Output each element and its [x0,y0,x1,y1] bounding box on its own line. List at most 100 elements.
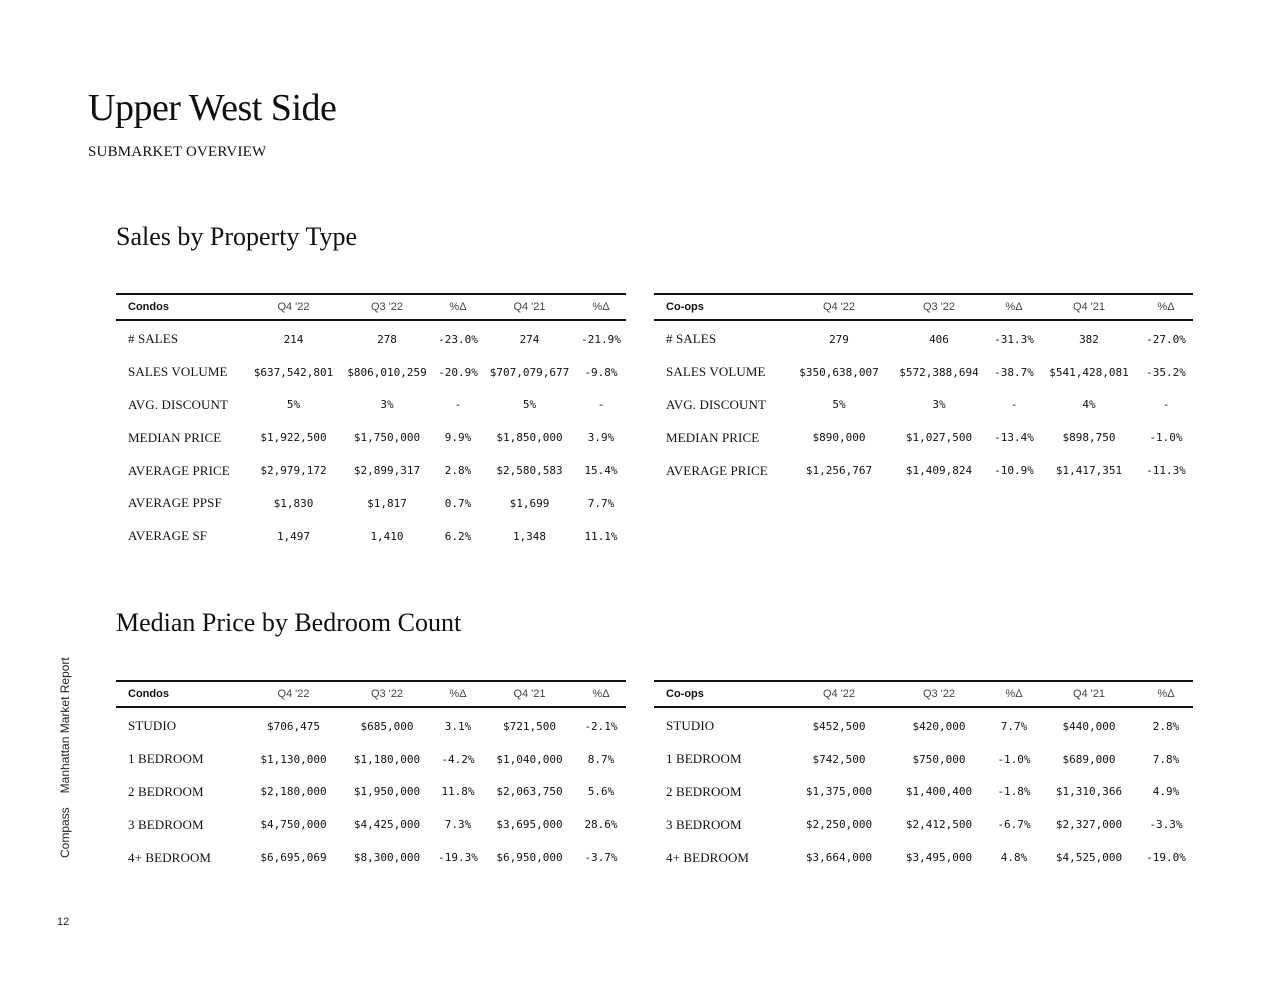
table-header-cell: %Δ [989,680,1039,708]
table-cell: $2,580,583 [496,464,563,478]
table-cell: $1,130,000 [260,752,327,766]
table-cell: -19.3% [438,851,478,865]
table-cell: $707,079,677 [489,365,570,379]
table-cell: $350,638,007 [799,365,879,379]
table-cell: $1,950,000 [353,785,421,799]
section-title-sales-by-type: Sales by Property Type [116,222,358,251]
table-cell: -1.0% [997,752,1031,766]
table-cell: 3.9% [587,431,615,445]
table-cell: 5% [286,398,301,412]
table-cell: 3% [380,398,394,412]
table-header-category: Condos [116,293,246,321]
table-row: STUDIO $706,475 $685,000 3.1% $721,500 -2.1% [116,707,626,743]
page-subtitle: SUBMARKET OVERVIEW [88,144,267,160]
table-cell: 1,410 [370,529,404,543]
table-cell: - [1010,398,1018,412]
table-cell: $2,250,000 [805,818,873,832]
table-cell: 7.7% [587,496,615,510]
table-header-row: Condos Q4 '22 Q3 '22 %Δ Q4 '21 %Δ [116,680,626,708]
table-cell: $1,409,824 [905,464,973,478]
table-cell: $1,040,000 [496,752,563,766]
table-cell: 406 [929,332,949,346]
row-label: 1 BEDROOM [128,751,204,767]
table-cell: $1,699 [509,496,550,510]
coops-bedroom-table: Co-ops Q4 '22 Q3 '22 %Δ Q4 '21 %Δ STUDIO $452,… [654,680,1193,874]
table-cell: -10.9% [994,464,1034,478]
page-title: Upper West Side [88,87,337,129]
table-cell: -3.7% [584,851,618,865]
table-row: STUDIO $452,500 $420,000 7.7% $440,000 2.8% [654,707,1193,743]
table-row: 2 BEDROOM $2,180,000 $1,950,000 11.8% $2,063… [116,776,626,809]
table-header-cell: Q4 '22 [246,680,341,708]
table-cell: -21.9% [581,332,621,346]
table-cell: - [454,398,462,412]
side-label-report: Manhattan Market Report [58,657,72,794]
table-row: AVG. DISCOUNT 5% 3% - 5% - [116,389,626,422]
table-cell: 4.8% [1000,851,1028,865]
condos-sales-table: Condos Q4 '22 Q3 '22 %Δ Q4 '21 %Δ # SALES 214 2… [116,293,626,553]
table-cell: 15.4% [584,464,618,478]
table-cell: 382 [1079,332,1099,346]
table-cell: $2,979,172 [260,464,327,478]
table-cell: $2,063,750 [496,785,563,799]
row-label: 1 BEDROOM [666,751,742,767]
table-row: 1 BEDROOM $742,500 $750,000 -1.0% $689,000 7.… [654,743,1193,776]
table-row: SALES VOLUME $637,542,801 $806,010,259 -20.… [116,356,626,389]
table-row: # SALES 214 278 -23.0% 274 -21.9% [116,320,626,356]
table-cell: $3,695,000 [496,818,563,832]
row-label: 2 BEDROOM [128,783,204,799]
row-label: AVG. DISCOUNT [128,396,229,412]
row-label: AVERAGE PRICE [128,462,230,478]
table-cell: $6,950,000 [496,851,563,865]
table-cell: 5% [522,398,537,412]
table-header-cell: Q4 '21 [483,680,576,708]
row-label: MEDIAN PRICE [128,429,222,445]
table-row: 4+ BEDROOM $6,695,069 $8,300,000 -19.3% $6,9… [116,841,626,874]
table-cell: $2,180,000 [260,785,327,799]
table-cell: -35.2% [1146,365,1186,379]
table-cell: $742,500 [812,752,866,766]
table-cell: $898,750 [1062,431,1116,445]
table-row: AVG. DISCOUNT 5% 3% - 4% - [654,389,1193,422]
table-cell: $8,300,000 [353,851,421,865]
table-cell: -1.0% [1149,431,1183,445]
row-label: STUDIO [666,718,715,734]
table-cell: $1,417,351 [1055,464,1123,478]
table-cell: 2.8% [444,464,472,478]
table-cell: $689,000 [1062,752,1116,766]
table-row: AVERAGE PPSF $1,830 $1,817 0.7% $1,699 7.7% [116,487,626,520]
side-label-brand: Compass [58,807,72,858]
page-number: 12 [57,916,70,928]
table-header-cell: %Δ [576,680,626,708]
section-title-median-by-bedroom: Median Price by Bedroom Count [116,608,462,637]
table-header-cell: %Δ [1139,293,1193,321]
table-cell: -3.3% [1149,818,1183,832]
table-row: SALES VOLUME $350,638,007 $572,388,694 -38.… [654,356,1193,389]
table-cell: $4,750,000 [260,818,327,832]
table-row: AVERAGE PRICE $2,979,172 $2,899,317 2.8% $2,… [116,454,626,487]
table-row: 1 BEDROOM $1,130,000 $1,180,000 -4.2% $1,040… [116,743,626,776]
table-cell: 278 [377,332,397,346]
table-header-cell: Q3 '22 [341,680,433,708]
table-cell: 11.8% [441,785,475,799]
table-cell: -13.4% [994,431,1034,445]
table-cell: $4,525,000 [1055,851,1123,865]
row-label: AVG. DISCOUNT [666,396,767,412]
table-cell: -19.0% [1146,851,1186,865]
table-row: 4+ BEDROOM $3,664,000 $3,495,000 4.8% $4,525… [654,841,1193,874]
row-label: 3 BEDROOM [128,816,204,832]
table-cell: $541,428,081 [1049,365,1129,379]
table-cell: -20.9% [438,365,478,379]
row-label: AVERAGE PRICE [666,462,768,478]
table-cell: $572,388,694 [899,365,979,379]
table-header-cell: Q4 '22 [789,680,889,708]
condos-bedroom-table: Condos Q4 '22 Q3 '22 %Δ Q4 '21 %Δ STUDIO $706,… [116,680,626,874]
row-label: # SALES [128,331,179,347]
table-row: 3 BEDROOM $4,750,000 $4,425,000 7.3% $3,695,… [116,808,626,841]
table-cell: -38.7% [994,365,1034,379]
table-cell: -31.3% [994,332,1034,346]
row-label: 4+ BEDROOM [128,849,212,865]
table-cell: -9.8% [584,365,618,379]
table-cell: $721,500 [503,719,556,733]
table-header-cell: Q4 '21 [1039,680,1139,708]
